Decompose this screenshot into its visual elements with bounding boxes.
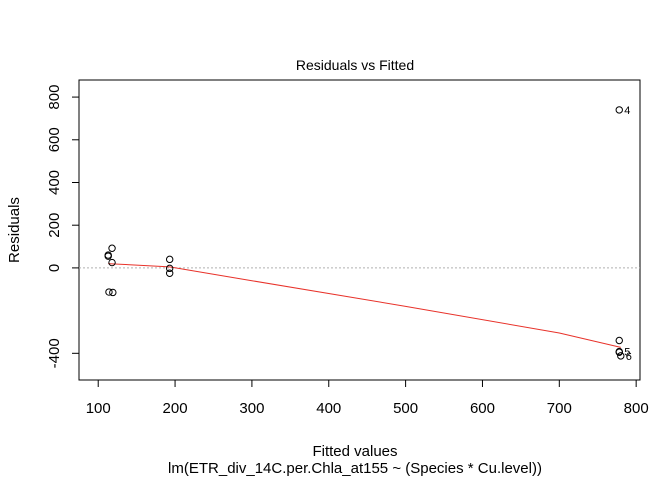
y-tick-label: 200 bbox=[46, 213, 63, 238]
data-point bbox=[615, 106, 623, 114]
x-tick-label: 100 bbox=[86, 400, 111, 417]
x-tick-label: 700 bbox=[547, 400, 572, 417]
data-point bbox=[104, 252, 112, 260]
y-tick-label: 800 bbox=[46, 85, 63, 110]
data-point bbox=[165, 255, 174, 264]
data-point bbox=[617, 352, 625, 360]
x-tick-label: 800 bbox=[624, 400, 649, 417]
x-tick-label: 400 bbox=[316, 400, 341, 417]
y-tick-label: 400 bbox=[46, 170, 63, 195]
x-tick-label: 300 bbox=[239, 400, 264, 417]
point-label: 6 bbox=[626, 351, 632, 363]
x-tick-label: 500 bbox=[393, 400, 418, 417]
plot-frame bbox=[78, 79, 641, 381]
chart-title: Residuals vs Fitted bbox=[296, 57, 414, 73]
x-axis: 100 200 300 400 500 600 700 800 bbox=[86, 379, 649, 417]
smooth-line bbox=[108, 263, 621, 348]
chart-subtitle: lm(ETR_div_14C.per.Chla_at155 ~ (Species… bbox=[168, 460, 542, 477]
x-tick-label: 600 bbox=[470, 400, 495, 417]
data-point bbox=[165, 264, 174, 273]
x-tick-label: 200 bbox=[163, 400, 188, 417]
y-axis-label: Residuals bbox=[6, 197, 23, 263]
y-tick-label: 600 bbox=[46, 127, 63, 152]
data-point bbox=[108, 244, 116, 252]
y-tick-label: 0 bbox=[46, 264, 63, 272]
data-points: 4 56 bbox=[104, 105, 632, 363]
data-point bbox=[105, 288, 113, 296]
point-label: 4 bbox=[624, 105, 630, 117]
y-tick-label: -400 bbox=[46, 338, 63, 368]
point-label: 5 bbox=[624, 347, 630, 359]
data-point bbox=[108, 258, 116, 267]
data-point bbox=[165, 269, 174, 277]
data-point bbox=[615, 336, 623, 345]
x-axis-label: Fitted values bbox=[312, 443, 397, 460]
data-point bbox=[615, 348, 623, 356]
data-point bbox=[109, 288, 117, 297]
y-axis: -400 0 200 400 600 800 bbox=[46, 85, 80, 368]
